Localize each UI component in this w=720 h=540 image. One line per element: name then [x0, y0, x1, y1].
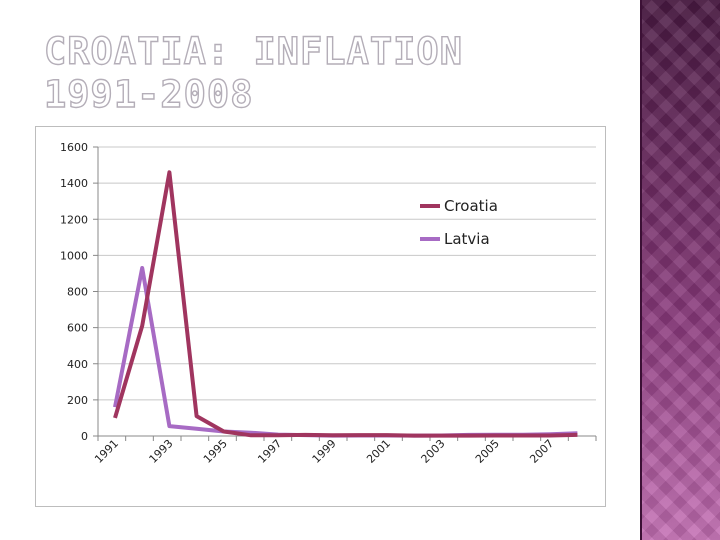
y-tick-label: 1200: [60, 213, 88, 226]
y-tick-label: 400: [67, 358, 88, 371]
y-tick-label: 800: [67, 286, 88, 299]
x-tick-labels: 1991 1993 1995 1997 1999 2001 2003 2005 2007: [92, 437, 556, 466]
chart-frame: 0 200 400 600 800 1000 1200 1400 1600 1991 1993 19…: [35, 126, 606, 507]
y-tick-label: 1400: [60, 177, 88, 190]
axes: [93, 146, 597, 441]
x-tick-label: 1993: [147, 437, 176, 466]
slide-title: CROATIA: INFLATION 1991-2008: [43, 29, 463, 116]
decorative-side-panel: [640, 0, 720, 540]
legend-label-croatia: Croatia: [444, 197, 498, 215]
y-tick-label: 1600: [60, 141, 88, 154]
x-tick-label: 1995: [201, 437, 230, 466]
x-tick-label: 2007: [527, 437, 556, 466]
x-tick-label: 1999: [310, 437, 339, 466]
x-tick-label: 1997: [255, 437, 284, 466]
x-tick-label: 2005: [473, 437, 502, 466]
y-tick-labels: 0 200 400 600 800 1000 1200 1400 1600: [60, 141, 88, 443]
y-tick-label: 0: [81, 430, 88, 443]
x-tick-label: 1991: [92, 437, 121, 466]
side-panel-edge: [640, 0, 642, 540]
series-lines: [113, 170, 578, 438]
y-tick-label: 200: [67, 394, 88, 407]
legend: Croatia Latvia: [420, 197, 498, 248]
y-tick-label: 1000: [60, 249, 88, 262]
x-tick-label: 2001: [364, 437, 393, 466]
legend-label-latvia: Latvia: [444, 230, 490, 248]
series-line-croatia: [113, 170, 578, 438]
y-tick-label: 600: [67, 322, 88, 335]
x-tick-label: 2003: [419, 437, 448, 466]
